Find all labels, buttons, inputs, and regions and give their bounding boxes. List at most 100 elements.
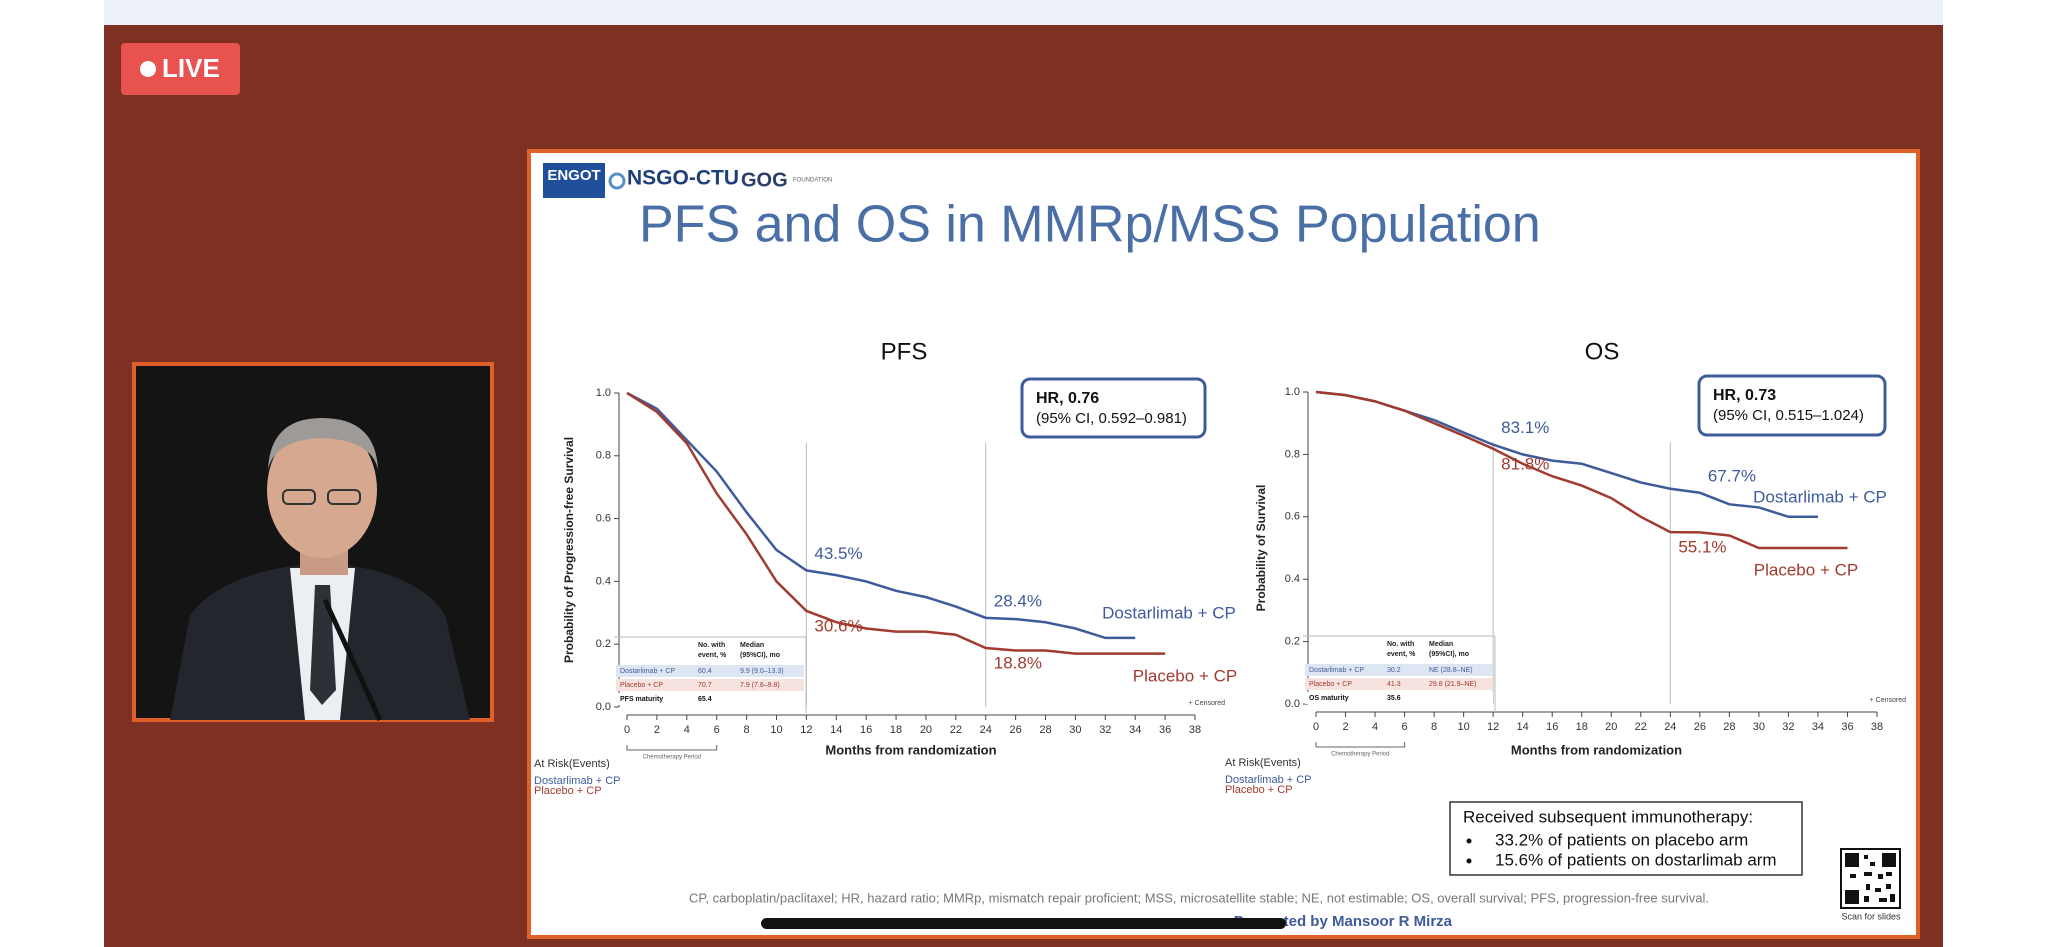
table-row — [616, 665, 804, 677]
y-tick-label: 0.4 — [1285, 573, 1300, 585]
presenter: Presented by Mansoor R Mirza — [1234, 913, 1453, 930]
table-cell: PFS maturity — [620, 696, 663, 703]
table-cell: Dostarlimab + CP — [620, 668, 675, 675]
qr-finder — [1845, 890, 1859, 904]
callout-title: Received subsequent immunotherapy: — [1463, 807, 1753, 826]
x-tick-label: 30 — [1753, 721, 1765, 733]
x-tick-label: 4 — [1372, 721, 1378, 733]
at-risk-label: At Risk(Events) — [534, 758, 610, 770]
censored-label: + Censored — [1189, 700, 1225, 707]
hr-ci: (95% CI, 0.515–1.024) — [1713, 407, 1864, 424]
y-tick-label: 0.0 — [1285, 698, 1300, 710]
qr-finder — [1845, 853, 1859, 867]
survival-curve — [626, 391, 1166, 655]
value-label: 18.8% — [994, 653, 1042, 672]
table-header: (95%CI), mo — [740, 652, 780, 659]
hr-ci: (95% CI, 0.592–0.981) — [1036, 410, 1187, 427]
x-tick-label: 10 — [770, 724, 782, 736]
hair — [268, 418, 378, 470]
callout-item: 33.2% of patients on placebo arm — [1495, 830, 1748, 849]
microphone — [322, 598, 383, 722]
home-indicator — [761, 918, 1286, 929]
period-label: Chemotherapy Period — [643, 755, 701, 761]
slide-title: PFS and OS in MMRp/MSS Population — [639, 196, 1541, 254]
x-tick-label: 38 — [1871, 721, 1883, 733]
live-badge[interactable] — [121, 43, 240, 95]
y-axis-label: Probability of Progression-free Survival — [562, 437, 576, 663]
glasses — [282, 489, 316, 505]
x-tick-label: 12 — [1487, 721, 1499, 733]
period-bracket — [1315, 742, 1406, 748]
table-cell: Dostarlimab + CP — [1309, 667, 1364, 674]
table-row — [1305, 664, 1493, 676]
x-axis-label: Months from randomization — [825, 742, 996, 757]
glasses — [327, 489, 361, 505]
table-header: Median — [740, 642, 764, 649]
x-tick-label: 8 — [1431, 721, 1437, 733]
bullet — [1466, 858, 1472, 864]
table-header: Median — [1429, 641, 1453, 648]
hr-label: HR, 0.73 — [1713, 387, 1776, 404]
x-tick-label: 0 — [624, 724, 630, 736]
x-tick-label: 22 — [950, 724, 962, 736]
at-risk-label: At Risk(Events) — [1225, 757, 1301, 769]
value-label: 28.4% — [994, 591, 1042, 610]
table-header: No. with — [1387, 641, 1414, 648]
qr-code — [1840, 848, 1901, 909]
table-header: No. with — [698, 642, 725, 649]
x-tick-label: 12 — [800, 724, 812, 736]
qr-caption: Scan for slides — [1841, 911, 1901, 921]
at-risk-name: Placebo + CP — [534, 785, 602, 797]
x-tick-label: 14 — [830, 724, 842, 736]
x-tick-label: 6 — [1402, 721, 1408, 733]
logo-nsgo: NSGO-CTU — [627, 167, 739, 190]
series-label: Dostarlimab + CP — [1753, 487, 1887, 506]
series-label: Placebo + CP — [1754, 560, 1858, 579]
table-cell: NE (28.8–NE) — [1429, 667, 1473, 674]
x-tick-label: 36 — [1841, 721, 1853, 733]
x-tick-label: 16 — [860, 724, 872, 736]
top-bar — [104, 0, 1943, 25]
table-row — [616, 679, 804, 691]
x-tick-label: 6 — [714, 724, 720, 736]
hr-box — [1697, 374, 1887, 437]
table-cell: 30.2 — [1387, 667, 1401, 674]
table-header: event, % — [698, 652, 727, 659]
censored-label: + Censored — [1870, 697, 1906, 704]
x-tick-label: 24 — [980, 724, 992, 736]
y-tick-label: 0.8 — [596, 450, 611, 462]
y-tick-label: 1.0 — [1285, 386, 1300, 398]
table-cell: 7.9 (7.6–9.8) — [740, 682, 780, 689]
y-tick-label: 0.0 — [596, 701, 611, 713]
value-label: 81.8% — [1501, 454, 1549, 473]
x-tick-label: 34 — [1812, 721, 1824, 733]
table-cell: 60.4 — [698, 668, 712, 675]
x-tick-label: 36 — [1159, 724, 1171, 736]
value-label: 30.6% — [814, 616, 862, 635]
logo-icon — [608, 172, 626, 190]
table-header: event, % — [1387, 651, 1416, 658]
x-tick-label: 24 — [1664, 721, 1676, 733]
callout-box — [1449, 801, 1803, 876]
at-risk-name: Dostarlimab + CP — [1225, 774, 1312, 786]
y-tick-label: 0.2 — [596, 638, 611, 650]
x-tick-label: 32 — [1099, 724, 1111, 736]
table-row — [1305, 678, 1493, 690]
period-label: Chemotherapy Period — [1331, 752, 1389, 758]
live-dot — [140, 61, 156, 77]
table-cell: Placebo + CP — [1309, 681, 1352, 688]
x-tick-label: 10 — [1458, 721, 1470, 733]
logo-gog: GOG — [741, 169, 788, 191]
x-tick-label: 34 — [1129, 724, 1141, 736]
table-cell: 9.9 (9.0–13.3) — [740, 668, 784, 675]
table-cell: OS maturity — [1309, 695, 1349, 702]
series-label: Placebo + CP — [1133, 666, 1237, 685]
live-label: LIVE — [162, 53, 220, 83]
bullet — [1466, 838, 1472, 844]
x-tick-label: 26 — [1694, 721, 1706, 733]
y-tick-label: 0.4 — [596, 575, 611, 587]
y-tick-label: 0.8 — [1285, 448, 1300, 460]
y-tick-label: 1.0 — [596, 387, 611, 399]
